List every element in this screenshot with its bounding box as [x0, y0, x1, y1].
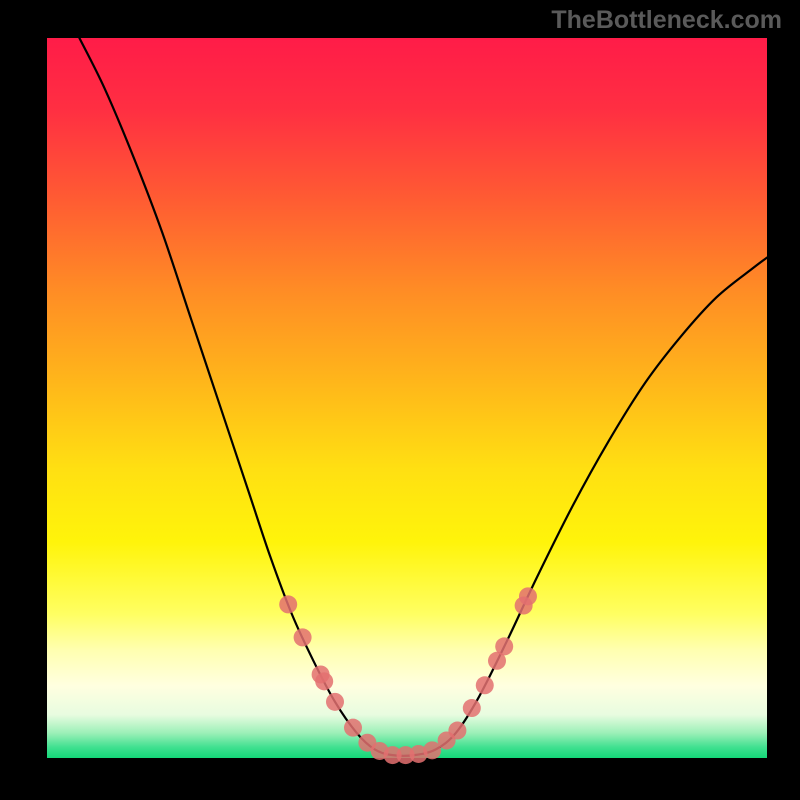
- curve-marker: [519, 587, 537, 605]
- curve-marker: [344, 719, 362, 737]
- curve-marker: [476, 676, 494, 694]
- curve-marker: [463, 699, 481, 717]
- curve-marker: [315, 672, 333, 690]
- curve-markers-group: [279, 587, 537, 764]
- curve-marker: [495, 637, 513, 655]
- watermark-text: TheBottleneck.com: [551, 6, 782, 35]
- curve-marker: [448, 722, 466, 740]
- chart-stage: TheBottleneck.com: [0, 0, 800, 800]
- curve-marker: [326, 693, 344, 711]
- bottleneck-curve: [79, 38, 767, 756]
- chart-overlay-svg: [0, 0, 800, 800]
- curve-marker: [294, 628, 312, 646]
- curve-marker: [279, 595, 297, 613]
